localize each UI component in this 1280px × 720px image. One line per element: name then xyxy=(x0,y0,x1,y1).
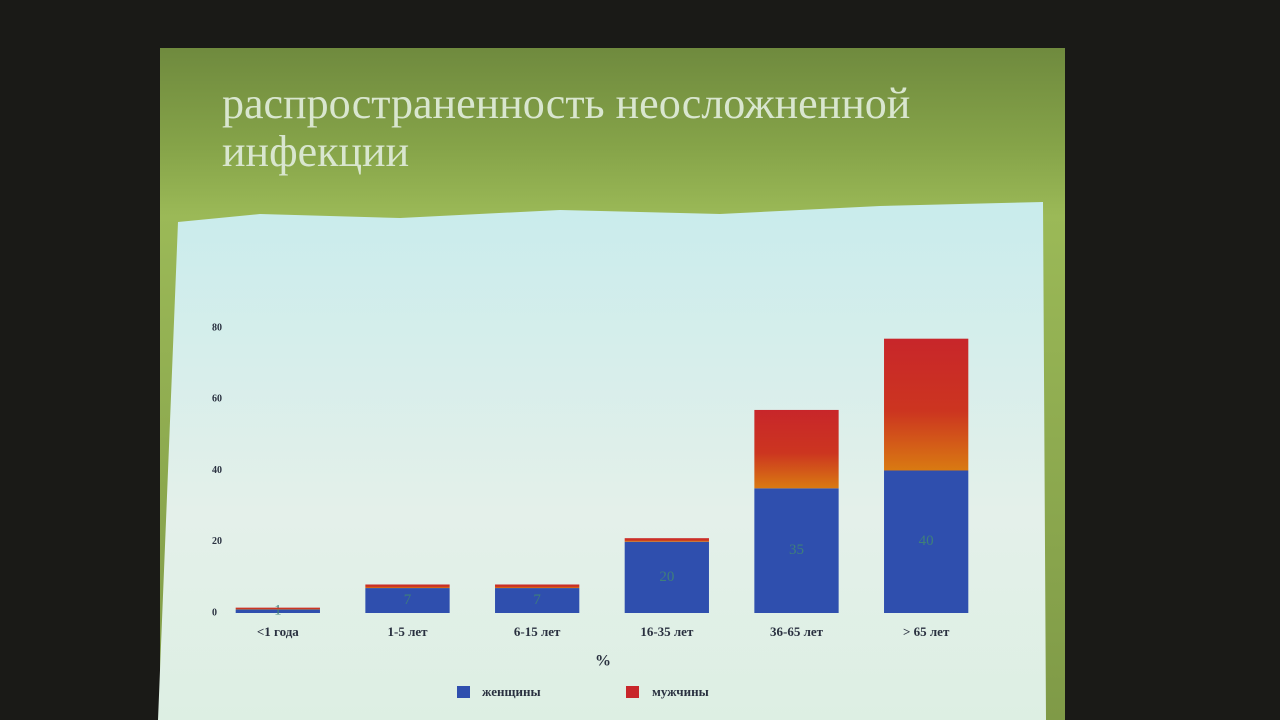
bar-segment xyxy=(235,609,320,613)
bar-segment xyxy=(884,470,969,613)
bar-segment xyxy=(495,584,580,589)
bar-segment xyxy=(235,607,320,610)
y-tick-label: 80 xyxy=(212,322,222,333)
data-label: 20 xyxy=(659,569,674,585)
bar-segment xyxy=(754,488,839,613)
bar-segment xyxy=(754,409,839,489)
x-tick-label: 16-35 лет xyxy=(640,624,694,639)
x-tick-label: 6-15 лет xyxy=(514,624,561,639)
legend-label: мужчины xyxy=(652,684,709,699)
x-axis-label: % xyxy=(595,653,611,670)
x-tick-label: 36-65 лет xyxy=(770,624,824,639)
bar-segment xyxy=(884,338,969,471)
bar-segment xyxy=(495,588,580,613)
chart-title: распространенность неосложненной инфекци… xyxy=(222,79,911,176)
data-label: 40 xyxy=(919,533,934,549)
y-tick-label: 60 xyxy=(212,394,222,405)
x-tick-label: 1-5 лет xyxy=(387,624,428,639)
data-label: 1 xyxy=(274,603,282,619)
y-tick-label: 0 xyxy=(212,607,217,618)
x-tick-label: <1 года xyxy=(257,624,299,639)
data-label: 7 xyxy=(533,592,541,608)
bar-segment xyxy=(624,541,709,613)
y-tick-label: 40 xyxy=(212,465,222,476)
y-tick-label: 20 xyxy=(212,536,222,547)
x-tick-label: > 65 лет xyxy=(903,624,950,639)
bar-segment xyxy=(624,538,709,542)
bar-segment xyxy=(365,588,450,613)
legend-swatch xyxy=(626,686,639,698)
data-label: 7 xyxy=(404,592,412,608)
data-label: 35 xyxy=(789,542,804,558)
bar-segment xyxy=(365,584,450,589)
legend-swatch xyxy=(457,686,470,698)
legend-label: женщины xyxy=(482,684,541,699)
